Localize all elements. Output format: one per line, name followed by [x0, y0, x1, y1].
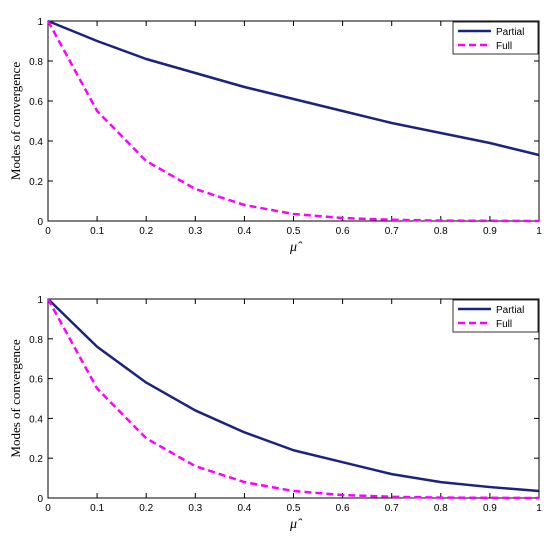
- y-tick-label: 1: [37, 17, 43, 28]
- legend-label-partial: Partial: [496, 305, 524, 316]
- x-tick-label: 0.8: [434, 503, 448, 514]
- y-axis-label: Modes of convergence: [8, 339, 23, 457]
- x-tick-label: 0.2: [139, 503, 153, 514]
- x-tick-label: 0.3: [188, 226, 202, 237]
- legend-box: [452, 299, 539, 333]
- x-tick-label: 1: [536, 503, 542, 514]
- legend-label-full: Full: [496, 41, 512, 52]
- x-tick-label: 0.4: [237, 503, 251, 514]
- x-tick-label: 0.8: [434, 226, 448, 237]
- x-tick-label: 0.4: [237, 226, 251, 237]
- y-tick-label: 0.2: [29, 454, 43, 465]
- x-axis-label: μ̂: [289, 517, 303, 532]
- y-tick-label: 0.4: [29, 414, 43, 425]
- x-tick-label: 0.9: [483, 503, 497, 514]
- x-tick-label: 0.3: [188, 503, 202, 514]
- y-axis-label: Modes of convergence: [8, 62, 23, 180]
- y-tick-label: 0.2: [29, 177, 43, 188]
- series-line-partial: [47, 19, 540, 157]
- legend-label-partial: Partial: [496, 27, 524, 38]
- series-line-full: [46, 20, 540, 223]
- series-line-partial: [47, 298, 540, 493]
- series-line-full: [46, 298, 540, 500]
- y-tick-label: 1: [37, 295, 43, 306]
- x-tick-label: 0.7: [385, 226, 399, 237]
- x-tick-label: 0.6: [336, 503, 350, 514]
- y-tick-label: 0: [37, 217, 43, 228]
- chart-panel-1: 0 0.1 0.2 0.3 0.4 0.5 0.6 0.7 0.8 0.9 1 0 0.2 0.4 0.6 0…: [8, 17, 542, 255]
- x-tick-label: 0.9: [483, 226, 497, 237]
- x-tick-label: 0.6: [336, 226, 350, 237]
- y-tick-label: 0.8: [29, 57, 43, 68]
- x-tick-label: 1: [536, 226, 542, 237]
- x-tick-label: 0.1: [90, 226, 104, 237]
- y-tick-label: 0.4: [29, 137, 43, 148]
- y-tick-label: 0.6: [29, 97, 43, 108]
- x-tick-label: 0.7: [385, 503, 399, 514]
- legend-box: [452, 21, 539, 55]
- x-tick-label: 0.1: [90, 503, 104, 514]
- x-tick-label: 0.2: [139, 226, 153, 237]
- x-tick-label: 0.5: [287, 503, 301, 514]
- chart-panel-2: 0 0.1 0.2 0.3 0.4 0.5 0.6 0.7 0.8 0.9 1 0 0.2 0.4 0.6 0…: [8, 295, 542, 532]
- y-tick-label: 0.8: [29, 335, 43, 346]
- x-tick-label: 0: [45, 226, 51, 237]
- y-tick-label: 0: [37, 494, 43, 505]
- x-axis-label: μ̂: [289, 240, 303, 255]
- y-tick-label: 0.6: [29, 375, 43, 386]
- x-tick-label: 0.5: [287, 226, 301, 237]
- x-tick-label: 0: [45, 503, 51, 514]
- legend-label-full: Full: [496, 319, 512, 330]
